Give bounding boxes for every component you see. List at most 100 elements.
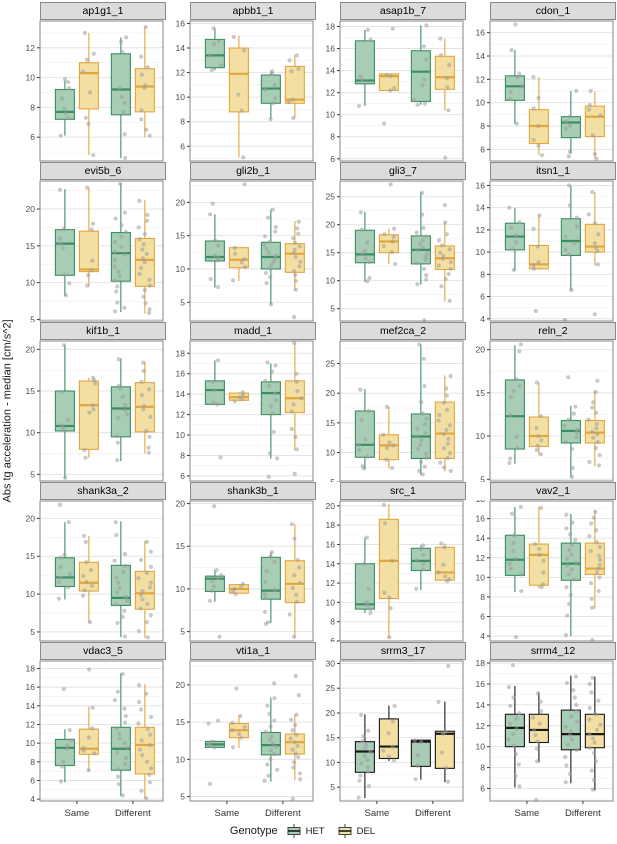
facet-strip-title: src_1	[340, 482, 466, 500]
svg-text:12: 12	[176, 68, 186, 78]
svg-text:8: 8	[480, 763, 485, 773]
svg-text:10: 10	[476, 431, 486, 441]
facet-plot: 4 6 8 10 12 14 16	[476, 180, 614, 322]
svg-text:5: 5	[330, 477, 335, 482]
facet-plot: 5 10 15 20	[26, 340, 164, 482]
svg-text:10: 10	[326, 757, 336, 767]
facet-vti1a_1: vti1a_1 5 10 15 20 Same Different	[166, 642, 316, 823]
svg-text:6: 6	[330, 636, 335, 642]
facet-strip-title: kif1b_1	[40, 322, 166, 340]
svg-text:10: 10	[176, 754, 186, 764]
svg-text:6: 6	[480, 144, 485, 154]
svg-text:20: 20	[176, 500, 186, 509]
svg-text:16: 16	[476, 679, 486, 689]
x-tick-label: Same	[364, 808, 389, 819]
svg-text:18: 18	[476, 660, 486, 668]
svg-text:18: 18	[176, 348, 186, 358]
facet-strip-title: evi5b_6	[40, 162, 166, 180]
facet-madd_1: madd_1 6 8 10 12 14 16 18	[166, 322, 316, 482]
svg-text:14: 14	[176, 389, 186, 399]
facet-plot: 6 8 10 12	[26, 20, 164, 162]
svg-text:5: 5	[330, 782, 335, 792]
svg-text:16: 16	[326, 44, 336, 54]
svg-text:16: 16	[476, 514, 486, 524]
svg-text:10: 10	[26, 73, 36, 83]
x-tick-label: Different	[265, 808, 301, 819]
svg-text:20: 20	[476, 345, 486, 355]
facet-plot: 5 10 15 20	[26, 180, 164, 322]
svg-text:14: 14	[476, 700, 486, 710]
svg-text:10: 10	[326, 448, 336, 458]
svg-text:6: 6	[480, 612, 485, 622]
svg-text:12: 12	[476, 225, 486, 235]
svg-text:18: 18	[326, 520, 336, 530]
svg-text:8: 8	[180, 450, 185, 460]
svg-text:10: 10	[176, 92, 186, 102]
facet-gli3_7: gli3_7 5 10 15 20 25	[316, 162, 466, 322]
facet-strip-title: vdac3_5	[40, 642, 166, 660]
facet-gli2b_1: gli2b_1 5 10 15 20	[166, 162, 316, 322]
facet-apbb1_1: apbb1_1 6 8 10 12 14 16	[166, 2, 316, 162]
svg-text:8: 8	[330, 617, 335, 627]
svg-text:5: 5	[30, 469, 35, 479]
svg-text:4: 4	[30, 794, 35, 804]
facet-strip-title: shank3b_1	[190, 482, 316, 500]
svg-text:14: 14	[26, 701, 36, 711]
svg-text:15: 15	[176, 231, 186, 241]
x-tick-label: Same	[64, 808, 89, 819]
svg-text:16: 16	[476, 28, 486, 38]
facet-plot: 5 10 15 20	[176, 180, 314, 322]
svg-text:10: 10	[26, 738, 36, 748]
facet-strip-title: vti1a_1	[190, 642, 316, 660]
facet-plot: 6 8 10 12 14 16	[176, 20, 314, 162]
svg-text:4: 4	[480, 314, 485, 322]
facet-evi5b_6: evi5b_6 5 10 15 20	[16, 162, 166, 322]
facet-plot: 6 8 10 12 14 16 18	[326, 20, 464, 162]
facet-strip-title: reln_2	[490, 322, 616, 340]
svg-text:8: 8	[30, 757, 35, 767]
svg-text:18: 18	[476, 500, 486, 504]
x-tick-label: Different	[115, 808, 151, 819]
svg-text:8: 8	[330, 132, 335, 142]
facet-strip-title: ap1g1_1	[40, 2, 166, 20]
svg-text:10: 10	[176, 584, 186, 594]
svg-text:10: 10	[26, 589, 36, 599]
svg-text:15: 15	[476, 388, 486, 398]
svg-text:5: 5	[330, 304, 335, 314]
facet-reln_2: reln_2 5 10 15 20	[466, 322, 616, 482]
facet-vav2_1: vav2_1 4 6 8 10 12 14 16 18	[466, 482, 616, 642]
facet-srrm3_17: srrm3_17 5 10 15 20 25 30 Same Different	[316, 642, 466, 823]
svg-text:16: 16	[176, 20, 186, 28]
facet-shank3a_2: shank3a_2 5 10 15 20	[16, 482, 166, 642]
svg-text:18: 18	[26, 663, 36, 673]
svg-text:16: 16	[26, 682, 36, 692]
svg-text:4: 4	[480, 631, 485, 641]
y-axis-title: Abs tg acceleration - median [cm/s^2]	[0, 0, 16, 822]
svg-text:14: 14	[476, 51, 486, 61]
svg-text:10: 10	[326, 597, 336, 607]
svg-text:6: 6	[480, 783, 485, 793]
svg-text:14: 14	[476, 203, 486, 213]
facet-plot: 5 10 15 20 25	[326, 340, 464, 482]
svg-text:10: 10	[176, 430, 186, 440]
svg-text:25: 25	[326, 192, 336, 202]
x-tick-label: Same	[214, 808, 239, 819]
svg-text:16: 16	[476, 180, 486, 190]
svg-text:20: 20	[26, 204, 36, 214]
svg-text:6: 6	[30, 775, 35, 785]
facet-plot: 6 8 10 12 14 16	[476, 20, 614, 162]
svg-text:25: 25	[326, 359, 336, 369]
facet-shank3b_1: shank3b_1 5 10 15 20	[166, 482, 316, 642]
svg-text:20: 20	[326, 388, 336, 398]
svg-text:15: 15	[176, 541, 186, 551]
svg-text:5: 5	[180, 627, 185, 637]
svg-text:10: 10	[476, 742, 486, 752]
svg-text:12: 12	[176, 410, 186, 420]
svg-text:30: 30	[326, 660, 336, 668]
facet-strip-title: apbb1_1	[190, 2, 316, 20]
svg-text:6: 6	[330, 154, 335, 162]
facet-plot: 5 10 15 20 25	[326, 180, 464, 322]
svg-text:6: 6	[180, 141, 185, 151]
svg-text:5: 5	[30, 315, 35, 322]
